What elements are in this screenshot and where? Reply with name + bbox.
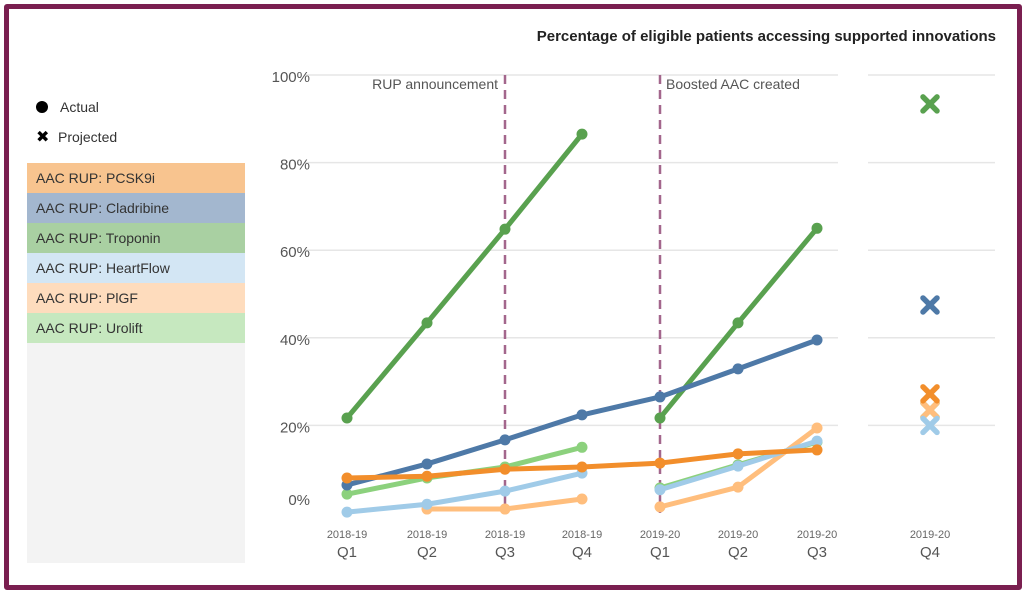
chart-title: Percentage of eligible patients accessin…	[536, 28, 996, 45]
x-tick-year: 2019-20	[718, 529, 758, 541]
y-tick-label: 60%	[280, 244, 310, 261]
data-point	[732, 481, 744, 493]
data-point	[811, 334, 823, 346]
data-point	[811, 435, 823, 447]
projected-marker	[920, 94, 940, 114]
data-point	[811, 444, 823, 456]
data-point	[421, 470, 433, 482]
data-point	[732, 448, 744, 460]
x-tick-quarter: Q2	[417, 544, 437, 561]
data-point	[811, 222, 823, 234]
data-point	[341, 506, 353, 518]
legend-actual: Actual	[36, 92, 117, 122]
x-tick-quarter: Q2	[728, 544, 748, 561]
x-tick-year: 2018-19	[407, 529, 447, 541]
data-point	[499, 485, 511, 497]
x-tick-year: 2018-19	[562, 529, 602, 541]
x-tick-year: 2018-19	[327, 529, 367, 541]
series-line	[344, 470, 585, 515]
legend-projected-label: Projected	[58, 129, 118, 145]
y-tick-label: 100%	[272, 69, 310, 86]
series-legend-panel: AAC RUP: PCSK9i AAC RUP: Cladribine AAC RU…	[27, 163, 245, 563]
projected-marker	[920, 295, 940, 315]
x-tick-year: 2019-20	[797, 529, 837, 541]
y-tick-label: 0%	[288, 492, 310, 509]
data-point	[499, 434, 511, 446]
x-tick-year: 2019-20	[910, 529, 950, 541]
legend-item[interactable]: AAC RUP: Urolift	[27, 313, 245, 343]
series-line	[344, 131, 585, 421]
data-point	[499, 503, 511, 515]
cross-icon: ✖	[36, 129, 50, 146]
data-point	[576, 128, 588, 140]
data-point	[654, 484, 666, 496]
annotation-label: RUP announcement	[372, 76, 498, 92]
annotation-label: Boosted AAC created	[666, 76, 800, 92]
legend-item[interactable]: AAC RUP: Cladribine	[27, 193, 245, 223]
x-tick-year: 2019-20	[640, 529, 680, 541]
x-tick-quarter: Q1	[650, 544, 670, 561]
legend-item[interactable]: AAC RUP: PlGF	[27, 283, 245, 313]
data-point	[341, 488, 353, 500]
data-point	[654, 501, 666, 513]
legend-item[interactable]: AAC RUP: Troponin	[27, 223, 245, 253]
x-tick-quarter: Q3	[807, 544, 827, 561]
x-tick-quarter: Q1	[337, 544, 357, 561]
data-point	[341, 412, 353, 424]
projected-marker	[920, 415, 940, 436]
legend-actual-label: Actual	[60, 99, 99, 115]
y-tick-label: 40%	[280, 332, 310, 349]
y-tick-label: 80%	[280, 157, 310, 174]
data-point	[576, 461, 588, 473]
data-point	[811, 422, 823, 434]
x-tick-quarter: Q3	[495, 544, 515, 561]
data-point	[654, 457, 666, 469]
legend-item[interactable]: AAC RUP: HeartFlow	[27, 253, 245, 283]
data-point	[576, 409, 588, 421]
data-point	[499, 463, 511, 475]
x-tick-year: 2018-19	[485, 529, 525, 541]
projected-marker	[920, 384, 940, 404]
data-point	[654, 391, 666, 403]
data-point	[576, 493, 588, 505]
data-point	[341, 472, 353, 484]
data-point	[421, 317, 433, 329]
x-tick-quarter: Q4	[920, 544, 940, 561]
x-tick-quarter: Q4	[572, 544, 592, 561]
circle-icon	[36, 101, 48, 113]
data-point	[421, 498, 433, 510]
data-point	[732, 317, 744, 329]
marker-legend: Actual ✖ Projected	[36, 92, 117, 152]
legend-projected: ✖ Projected	[36, 122, 117, 152]
data-point	[576, 441, 588, 453]
data-point	[732, 363, 744, 375]
y-tick-label: 20%	[280, 419, 310, 436]
data-point	[499, 223, 511, 235]
legend-item[interactable]: AAC RUP: PCSK9i	[27, 163, 245, 193]
data-point	[732, 460, 744, 472]
projected-marker	[920, 400, 940, 420]
data-point	[421, 458, 433, 470]
data-point	[654, 412, 666, 424]
